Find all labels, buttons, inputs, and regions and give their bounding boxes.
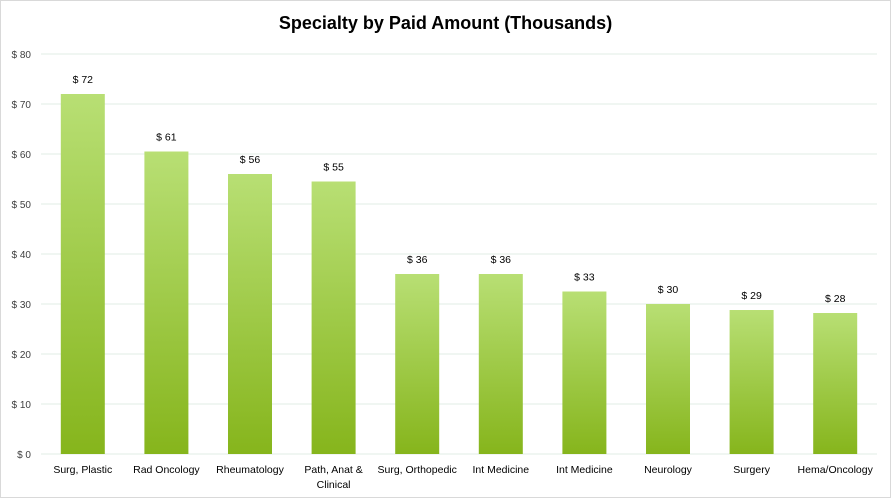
bar — [311, 181, 356, 454]
bar — [562, 291, 607, 454]
bar — [813, 313, 858, 454]
bar — [646, 304, 690, 454]
category-label: Int Medicine — [556, 464, 613, 476]
y-tick-label: $ 0 — [17, 450, 31, 461]
data-label: $ 55 — [323, 162, 344, 174]
data-label: $ 56 — [240, 154, 261, 166]
category-label: Neurology — [644, 464, 693, 476]
data-label: $ 33 — [574, 272, 595, 284]
y-tick-label: $ 40 — [12, 250, 32, 261]
y-tick-label: $ 50 — [12, 200, 32, 211]
bar — [228, 174, 272, 454]
data-label: $ 72 — [73, 74, 94, 86]
category-label: Surg, Orthopedic — [378, 464, 457, 476]
bars — [60, 94, 858, 454]
category-label: Surg, Plastic — [53, 464, 112, 476]
bar — [60, 94, 105, 454]
bar — [395, 274, 440, 454]
y-tick-label: $ 30 — [12, 300, 32, 311]
category-label: Path, Anat & Clinical — [304, 464, 362, 491]
category-label: Rheumatology — [216, 464, 284, 476]
chart-title: Specialty by Paid Amount (Thousands) — [278, 13, 613, 33]
category-label: Int Medicine — [472, 464, 529, 476]
category-labels: Surg, Plastic Rad Oncology Rheumatology Pat… — [53, 464, 873, 491]
bar — [478, 274, 523, 454]
data-label: $ 36 — [491, 254, 512, 266]
category-label: Hema/Oncology — [798, 464, 874, 476]
y-axis-ticks: $ 0 $ 10 $ 20 $ 30 $ 40 $ 50 $ 60 $ 70 $ 80 — [12, 50, 32, 461]
y-tick-label: $ 70 — [12, 100, 32, 111]
y-tick-label: $ 80 — [12, 50, 32, 61]
bar — [144, 151, 189, 454]
y-tick-label: $ 10 — [12, 400, 32, 411]
category-label: Rad Oncology — [133, 464, 200, 476]
data-label: $ 29 — [741, 290, 762, 302]
data-label: $ 30 — [658, 284, 679, 296]
data-label: $ 36 — [407, 254, 428, 266]
data-label: $ 28 — [825, 293, 846, 305]
category-label: Surgery — [733, 464, 771, 476]
y-tick-label: $ 60 — [12, 150, 32, 161]
bar — [729, 310, 774, 454]
y-tick-label: $ 20 — [12, 350, 32, 361]
data-labels: $ 72 $ 61 $ 56 $ 55 $ 36 $ 36 $ 33 $ 30 $ 29 $ 28 — [73, 74, 846, 305]
data-label: $ 61 — [156, 132, 177, 144]
